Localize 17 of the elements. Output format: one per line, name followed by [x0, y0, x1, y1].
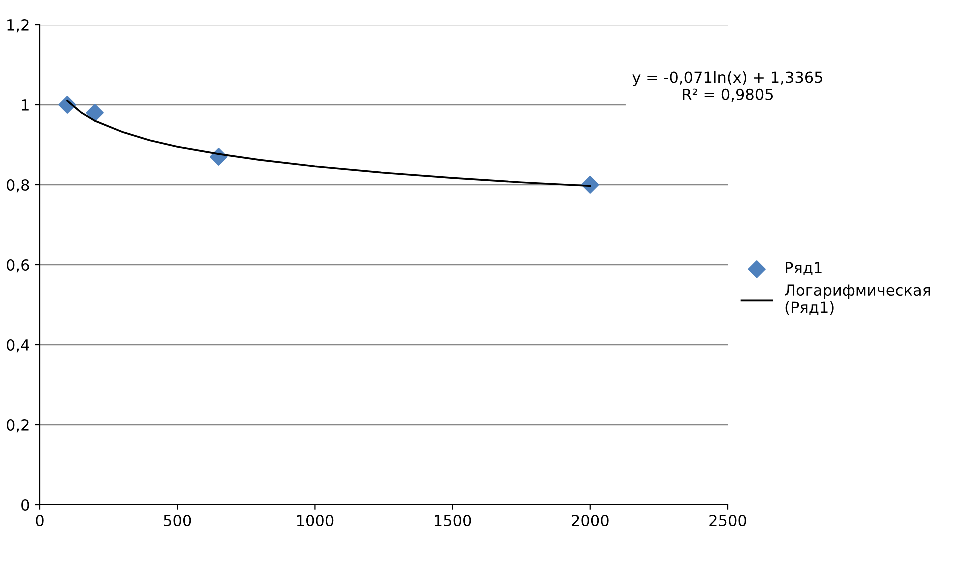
- y-tick-label: 0: [22, 499, 30, 512]
- x-tick-label: 2500: [710, 514, 746, 527]
- point: [86, 104, 104, 122]
- y-tick-label: 0,8: [6, 179, 30, 193]
- x-tick-label: 500: [164, 514, 192, 527]
- x-tick-label: 0: [36, 514, 44, 527]
- legend-label: Ряд1: [786, 262, 822, 276]
- x-tick-label: 1500: [435, 514, 472, 527]
- x-tick-label: 2000: [572, 514, 609, 527]
- y-tick-label: 0,2: [6, 419, 29, 433]
- legend-label: Логарифмическая (Ряд1): [785, 284, 930, 316]
- y-tick-label: 0,6: [6, 259, 30, 273]
- y-tick-label: 1: [22, 100, 29, 111]
- annotation: y = -0,071ln(x) + 1,3365 R² = 0,9805: [632, 71, 822, 102]
- y-tick-label: 0,4: [6, 339, 30, 353]
- y-tick-label: 1,2: [8, 19, 29, 33]
- x-tick-label: 1000: [297, 514, 334, 527]
